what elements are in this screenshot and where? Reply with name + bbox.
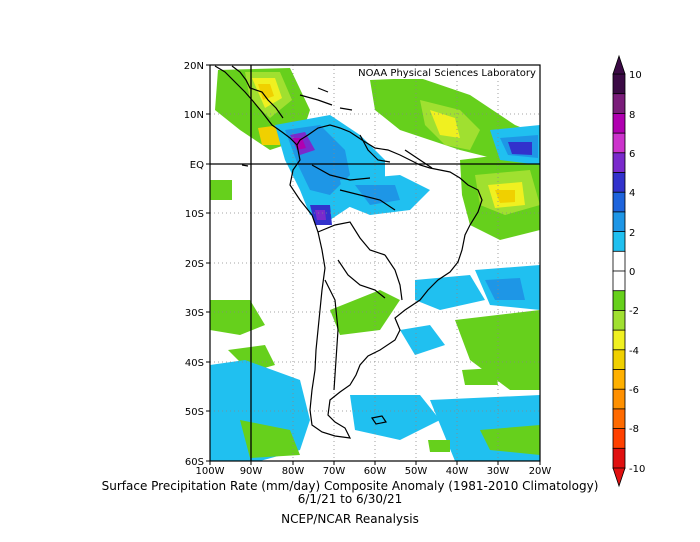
- colorbar-segment: [612, 290, 626, 312]
- lon-tick-label: 90W: [240, 466, 263, 477]
- lat-tick-label: 20N: [184, 61, 204, 72]
- colorbar-label: -4: [629, 346, 639, 357]
- coastlines: [214, 65, 483, 439]
- data-source: NCEP/NCAR Reanalysis: [281, 512, 419, 526]
- colorbar-segment: [612, 408, 626, 430]
- colorbar-segment: [612, 329, 626, 351]
- colorbar-segment: [612, 152, 626, 174]
- colorbar-segment: [612, 172, 626, 193]
- lat-tick-label: 50S: [185, 407, 204, 418]
- colorbar-segment: [612, 211, 626, 233]
- lat-tick-label: 10S: [185, 209, 204, 220]
- lon-tick-label: 30W: [487, 466, 510, 477]
- lon-axis: 100W 90W 80W 70W 60W 50W 40W 30W 20W: [196, 461, 552, 477]
- lon-tick-label: 70W: [323, 466, 346, 477]
- colorbar-label: -8: [629, 424, 639, 435]
- colorbar-segment: [612, 113, 626, 134]
- colorbar: [612, 54, 626, 488]
- colorbar-labels: 10 8 6 4 2 0 -2 -4 -6 -8 -10: [629, 70, 645, 475]
- colorbar-min-arrow: [612, 467, 626, 488]
- lon-tick-label: 80W: [282, 466, 305, 477]
- lat-tick-label: 10N: [184, 110, 204, 121]
- lat-tick-label: 20S: [185, 259, 204, 270]
- credit-box: [355, 66, 539, 79]
- colorbar-segment: [612, 369, 626, 390]
- colorbar-segment: [612, 388, 626, 410]
- date-range: 6/1/21 to 6/30/21: [297, 492, 403, 506]
- colorbar-label: 2: [629, 228, 635, 239]
- lat-tick-label: EQ: [190, 160, 204, 171]
- lat-tick-label: 60S: [185, 457, 204, 468]
- colorbar-segment: [612, 270, 626, 292]
- colorbar-segment: [612, 231, 626, 253]
- lon-tick-label: 60W: [364, 466, 387, 477]
- lon-tick-label: 20W: [529, 466, 552, 477]
- map-plot-area: [210, 65, 540, 461]
- colorbar-label: 4: [629, 188, 635, 199]
- colorbar-label: 10: [629, 70, 642, 81]
- lon-tick-label: 100W: [196, 466, 225, 477]
- colorbar-segment: [612, 309, 626, 331]
- colorbar-label: 8: [629, 110, 635, 121]
- colorbar-segment: [612, 447, 626, 469]
- lat-tick-label: 40S: [185, 358, 204, 369]
- lon-tick-label: 50W: [405, 466, 428, 477]
- colorbar-max-arrow: [612, 54, 626, 75]
- colorbar-label: -10: [629, 464, 645, 475]
- lat-tick-label: 30S: [185, 308, 204, 319]
- figure-title: Surface Precipitation Rate (mm/day) Comp…: [101, 479, 599, 493]
- map-gridlines: [210, 65, 540, 461]
- colorbar-segment: [612, 132, 626, 154]
- colorbar-label: -2: [629, 306, 639, 317]
- colorbar-segment: [612, 250, 626, 272]
- lon-tick-label: 40W: [446, 466, 469, 477]
- colorbar-segment: [612, 73, 626, 95]
- colorbar-segment: [612, 349, 626, 371]
- colorbar-segment: [612, 428, 626, 450]
- credit-label: NOAA Physical Sciences Laboratory: [358, 68, 536, 79]
- colorbar-label: 0: [629, 267, 635, 278]
- colorbar-label: 6: [629, 149, 635, 160]
- colorbar-segment: [612, 191, 626, 213]
- anomaly-shading: [210, 68, 540, 461]
- lat-axis: 20N 10N EQ 10S 20S 30S 40S 50S 60S: [184, 61, 210, 468]
- colorbar-label: -6: [629, 385, 639, 396]
- colorbar-segment: [612, 93, 626, 115]
